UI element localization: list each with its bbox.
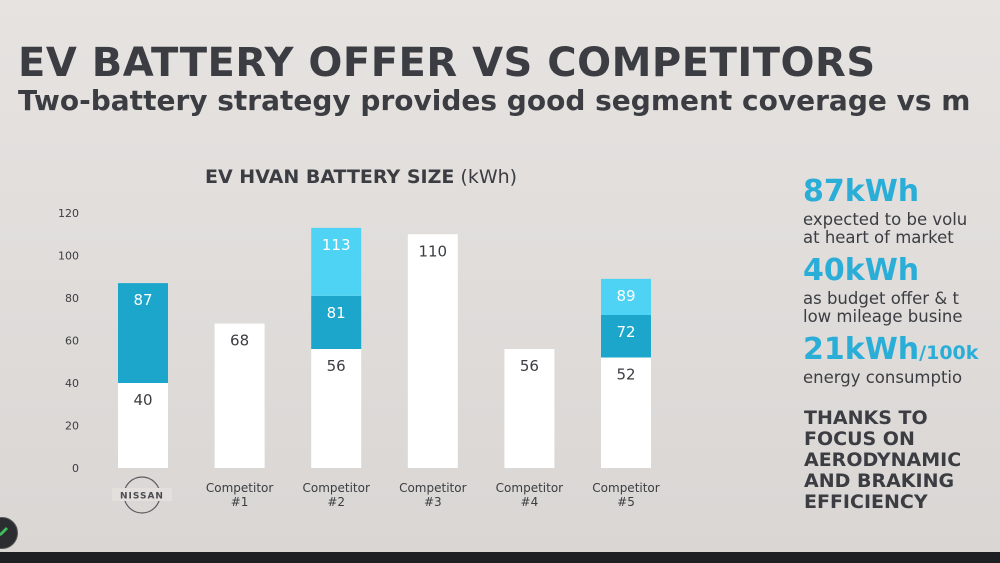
fact-desc: energy consumptio: [803, 368, 963, 387]
chart-title: EV HVAN BATTERY SIZE (kWh): [205, 166, 517, 188]
data-label: 89: [616, 287, 635, 305]
y-tick-label: 120: [58, 207, 79, 220]
data-label: 81: [327, 304, 346, 322]
chart-title-bold: EV HVAN BATTERY SIZE: [205, 166, 455, 188]
category-label: Competitor: [592, 481, 659, 495]
bar-segment: [311, 349, 362, 468]
nissan-logo-text: NISSAN: [120, 492, 164, 502]
bar-segment: [601, 315, 651, 358]
y-tick-label: 0: [72, 462, 79, 475]
fact-desc: expected to be volu at heart of market: [803, 210, 968, 247]
bar-segment: [118, 383, 168, 468]
y-tick-label: 40: [65, 377, 79, 390]
data-label: 87: [133, 291, 152, 309]
fact-desc: as budget offer & t low mileage busine: [803, 289, 963, 326]
data-label: 68: [230, 332, 249, 350]
category-label: Competitor: [496, 481, 563, 495]
slide-title: EV BATTERY OFFER VS COMPETITORS: [18, 40, 876, 86]
category-label-number: #3: [424, 495, 442, 509]
category-label-number: #4: [521, 495, 539, 509]
fact-value: 87kWh: [803, 174, 920, 209]
bar-segment: [601, 357, 651, 468]
thanks-statement: THANKS TO FOCUS ON AERODYNAMIC AND BRAKI…: [804, 407, 962, 513]
bar-segment: [311, 227, 362, 296]
nissan-logo-band: [112, 488, 172, 501]
bar-segment: [504, 349, 555, 468]
chart-title-unit: (kWh): [460, 166, 518, 188]
data-label: 52: [616, 366, 635, 384]
fact-value: 40kWh: [803, 253, 920, 288]
data-label: 56: [520, 357, 539, 375]
category-label-number: #1: [231, 495, 249, 509]
category-label-number: #2: [327, 495, 345, 509]
y-tick-label: 60: [65, 335, 79, 348]
fact-40kwh: 40kWh as budget offer & t low mileage bu…: [803, 255, 1000, 326]
y-tick-label: 20: [65, 420, 79, 433]
bar-segment: [118, 283, 168, 383]
fact-21kwh: 21kWh/100k energy consumptio: [803, 334, 1000, 387]
bar-segment: [601, 278, 651, 315]
y-tick-label: 100: [58, 250, 79, 263]
category-label: Competitor: [302, 481, 369, 495]
data-label: 72: [616, 323, 635, 341]
fact-value: 21kWh/100k: [803, 332, 979, 367]
fact-87kwh: 87kWh expected to be volu at heart of ma…: [803, 176, 1000, 247]
data-label: 40: [133, 391, 152, 409]
data-label: 113: [322, 236, 351, 254]
data-label: 56: [327, 357, 346, 375]
bar-segment: [311, 295, 362, 349]
bottom-strip: [0, 552, 1000, 563]
category-label-number: #5: [617, 495, 635, 509]
bar-segment: [407, 234, 458, 468]
bar-segment: [214, 323, 265, 468]
battery-size-chart: 0204060801001204087NISSAN68Competitor#15…: [58, 207, 660, 514]
data-label: 110: [418, 242, 447, 260]
facts-panel: 87kWh expected to be volu at heart of ma…: [803, 176, 1000, 395]
y-tick-label: 80: [65, 292, 79, 305]
pen-icon: [0, 527, 8, 536]
category-label: Competitor: [206, 481, 273, 495]
slide-subtitle: Two-battery strategy provides good segme…: [18, 84, 971, 117]
category-label: Competitor: [399, 481, 466, 495]
